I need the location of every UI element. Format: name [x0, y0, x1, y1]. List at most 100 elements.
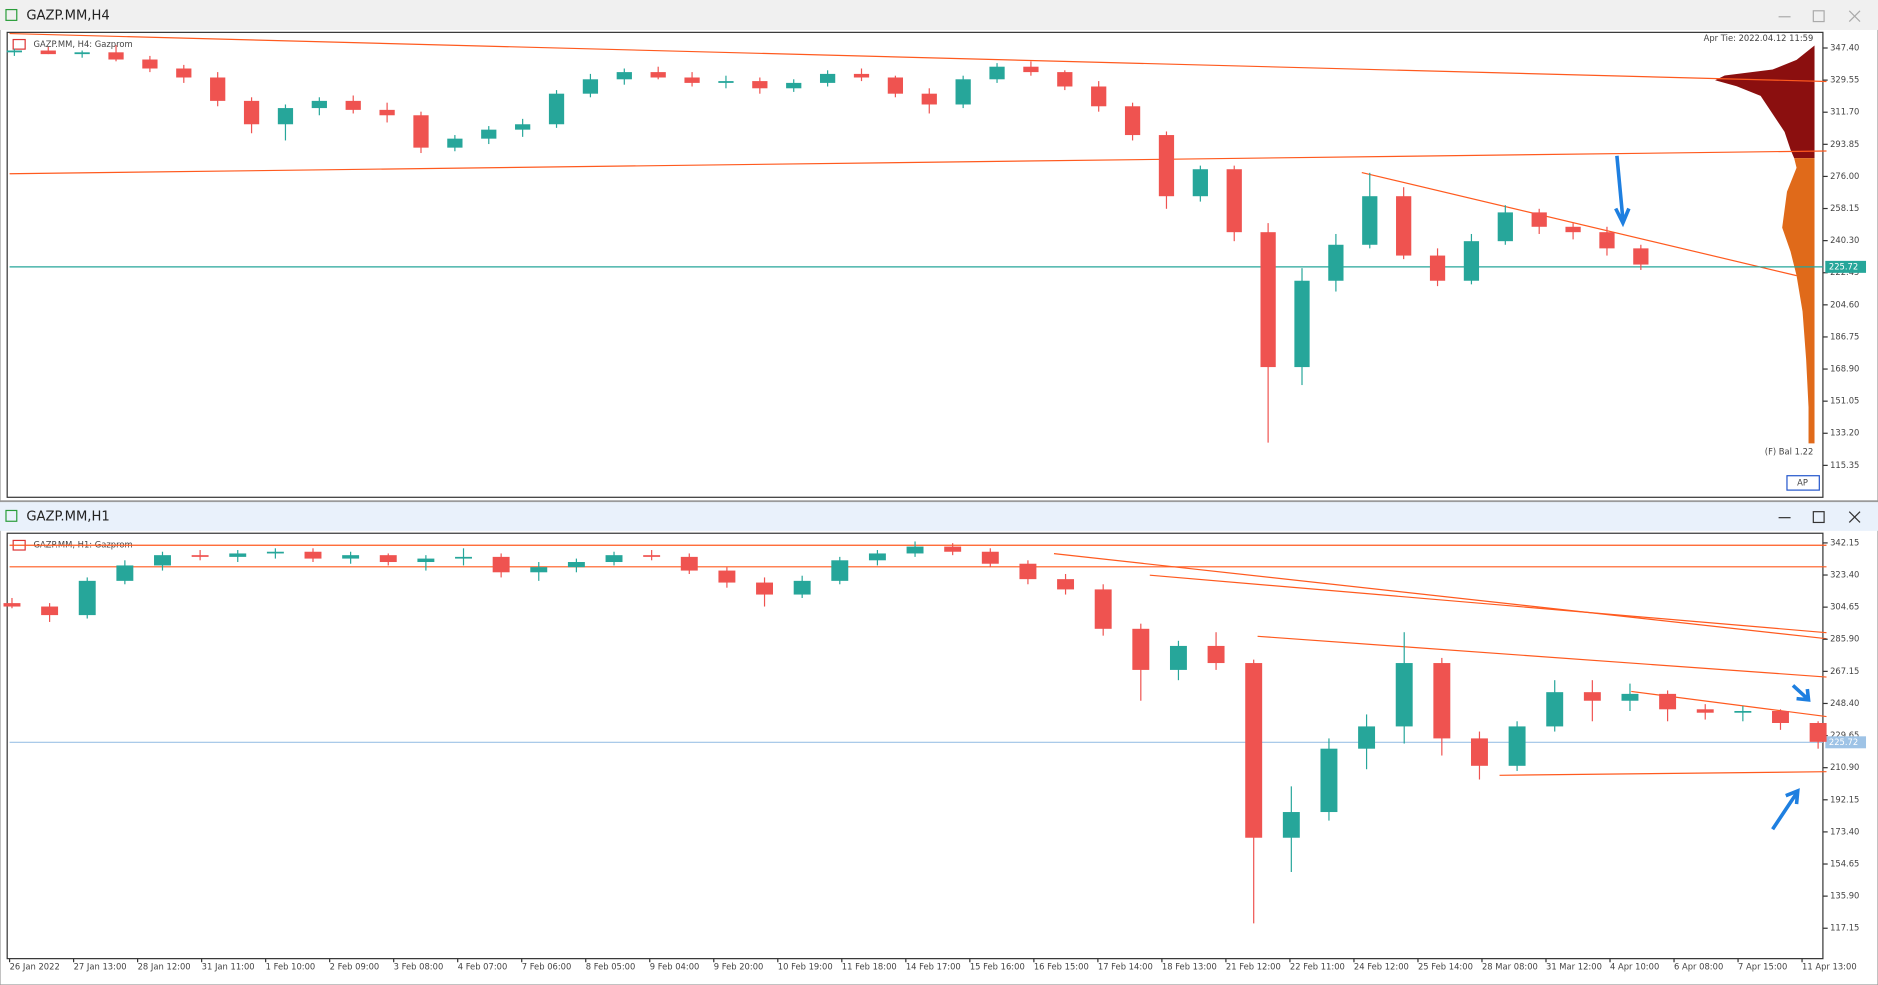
title-bar — [0, 502, 1878, 531]
candle-body — [1358, 726, 1376, 749]
window-icon — [5, 8, 18, 21]
ap-button-label[interactable]: AP — [1797, 477, 1808, 487]
y-tick-label: 204.60 — [1830, 299, 1859, 309]
y-tick-label: 117.15 — [1830, 923, 1859, 933]
candle-body — [1226, 169, 1242, 233]
y-tick-label: 258.15 — [1830, 203, 1859, 213]
x-tick-label: 26 Jan 2022 — [10, 962, 60, 972]
candle-body — [831, 560, 849, 581]
x-tick-label: 22 Feb 11:00 — [1290, 962, 1345, 972]
x-tick-label: 21 Feb 12:00 — [1226, 962, 1281, 972]
candle-body — [793, 580, 811, 595]
candle-body — [1395, 663, 1413, 727]
candle-body — [643, 555, 661, 557]
y-tick-label: 133.20 — [1830, 428, 1859, 438]
candle-body — [311, 100, 327, 109]
candle-body — [1057, 72, 1073, 87]
candle-body — [379, 109, 395, 116]
candle-body — [1565, 226, 1581, 233]
candle-body — [718, 81, 734, 83]
candle-body — [154, 555, 171, 566]
candle-body — [40, 50, 56, 55]
close[interactable] — [1848, 511, 1861, 523]
x-tick-label: 28 Mar 08:00 — [1482, 962, 1538, 972]
y-tick-label: 342.15 — [1830, 537, 1859, 547]
candle-body — [989, 66, 1005, 80]
y-tick-label: 323.40 — [1830, 570, 1859, 580]
y-tick-label: 276.00 — [1830, 171, 1859, 181]
x-tick-label: 27 Jan 13:00 — [74, 962, 127, 972]
x-tick-label: 28 Jan 12:00 — [138, 962, 191, 972]
candle-body — [1531, 212, 1547, 227]
symbol-label: GAZP.MM, H4: Gazprom — [34, 39, 133, 49]
y-tick-label: 293.85 — [1830, 139, 1859, 149]
candle-body — [447, 138, 463, 148]
y-tick-label: 304.65 — [1830, 602, 1859, 612]
x-tick-label: 4 Apr 10:00 — [1610, 962, 1659, 972]
candle-body — [981, 551, 999, 564]
window-icon — [5, 509, 18, 522]
candle-body — [1132, 628, 1150, 670]
candle-body — [1429, 255, 1446, 281]
x-tick-label: 15 Feb 16:00 — [970, 962, 1025, 972]
candle-body — [116, 565, 134, 581]
chart-area — [6, 31, 1824, 498]
y-tick-label: 267.15 — [1830, 666, 1859, 676]
candle-body — [1508, 726, 1526, 766]
candle-body — [210, 77, 226, 101]
candle-body — [684, 77, 700, 83]
candle-body — [650, 72, 666, 78]
maximize[interactable] — [1812, 10, 1825, 23]
close[interactable] — [1848, 10, 1861, 22]
candle-body — [752, 81, 768, 89]
annotation-arrow — [1771, 788, 1800, 831]
candle-body — [1094, 589, 1112, 629]
candle-body — [1599, 232, 1615, 249]
candle-body — [1019, 563, 1037, 580]
candle-body — [243, 100, 260, 125]
window-title: GAZP.MM,H1 — [26, 509, 109, 524]
candle-body — [379, 555, 397, 563]
y-tick-label: 311.70 — [1830, 107, 1859, 117]
candle-body — [756, 582, 774, 595]
volume-profile-upper — [1715, 45, 1815, 159]
candle-body — [1470, 738, 1488, 766]
window-title: GAZP.MM,H4 — [26, 9, 109, 24]
candle-body — [786, 82, 802, 89]
candle-body — [1696, 709, 1714, 713]
info-label: Apr Tie: 2022.04.12 11:59 — [1704, 33, 1814, 43]
candle-body — [1023, 66, 1039, 73]
candle-body — [417, 558, 435, 563]
candle-body — [1192, 169, 1208, 197]
window-frame — [0, 501, 1878, 985]
y-tick-label: 240.30 — [1830, 235, 1859, 245]
y-tick-label: 173.40 — [1830, 826, 1859, 836]
candle-body — [1633, 248, 1649, 265]
symbol-icon — [12, 38, 26, 50]
maximize[interactable] — [1812, 511, 1825, 524]
candle-body — [266, 551, 284, 554]
trend-line — [1149, 574, 1827, 634]
title-bar — [0, 0, 1878, 30]
trend-line — [1361, 171, 1797, 277]
x-tick-label: 2 Feb 09:00 — [330, 962, 380, 972]
candle-body — [944, 546, 962, 552]
footer-label: (F) Bal 1.22 — [1765, 446, 1814, 456]
candle-body — [1057, 579, 1075, 590]
candle-body — [413, 115, 429, 148]
trend-line — [1053, 553, 1827, 640]
candle-body — [1497, 212, 1513, 242]
y-tick-label: 115.35 — [1830, 460, 1859, 470]
last-price-label: 225.72 — [1829, 261, 1858, 271]
candle-body — [1260, 232, 1276, 368]
last-price-label: 225.72 — [1829, 737, 1858, 747]
candle-body — [515, 124, 531, 130]
candle-body — [616, 72, 632, 80]
y-tick-label: 154.65 — [1830, 859, 1859, 869]
last-price-box — [1825, 260, 1867, 273]
x-tick-label: 10 Feb 19:00 — [778, 962, 833, 972]
ap-button[interactable] — [1786, 475, 1820, 491]
candle-body — [176, 68, 192, 78]
candle-body — [1245, 663, 1263, 838]
